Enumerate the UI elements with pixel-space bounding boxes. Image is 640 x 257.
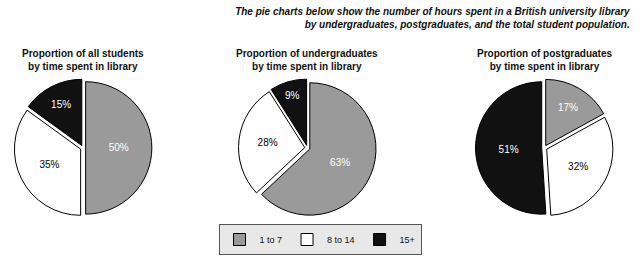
svg-text:15%: 15% [51, 99, 71, 110]
svg-text:50%: 50% [109, 142, 129, 153]
svg-text:32%: 32% [568, 161, 588, 172]
svg-text:Proportion of undergraduatesby: Proportion of undergraduatesby time spen… [236, 48, 378, 72]
svg-text:8 to 14: 8 to 14 [327, 235, 355, 245]
svg-text:63%: 63% [330, 157, 350, 168]
svg-text:15+: 15+ [400, 235, 415, 245]
svg-text:17%: 17% [558, 102, 578, 113]
svg-text:51%: 51% [499, 144, 519, 155]
svg-text:1 to 7: 1 to 7 [260, 235, 283, 245]
svg-text:9%: 9% [285, 90, 300, 101]
svg-text:Proportion of all studentsby t: Proportion of all studentsby time spent … [22, 48, 144, 72]
svg-text:35%: 35% [39, 159, 59, 170]
svg-text:28%: 28% [258, 137, 278, 148]
svg-text:Proportion of postgraduatesby: Proportion of postgraduatesby time spent… [477, 48, 612, 72]
svg-text:The pie charts below show the: The pie charts below show the number of … [235, 6, 630, 30]
